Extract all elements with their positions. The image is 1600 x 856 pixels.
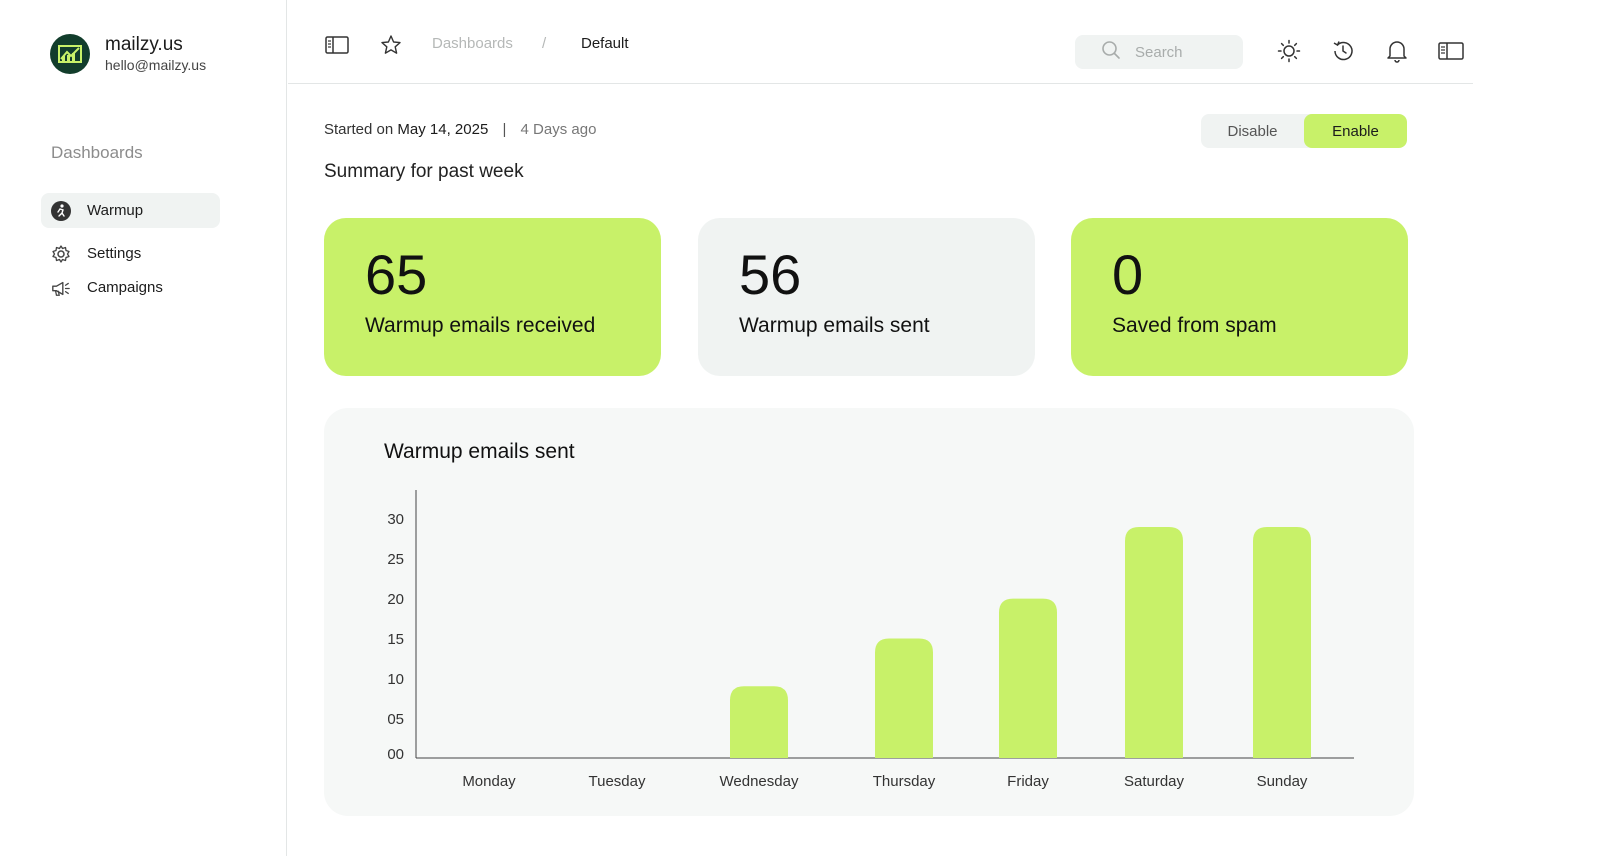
stat-card-sent: 56 Warmup emails sent — [698, 218, 1035, 376]
chart-card: Warmup emails sent 00 05 10 15 20 25 30 Monday T… — [324, 408, 1414, 816]
stat-card-spam: 0 Saved from spam — [1071, 218, 1408, 376]
y-tick-label: 25 — [387, 551, 404, 568]
bar-chart: 00 05 10 15 20 25 30 Monday Tuesday Wednesday Thur… — [387, 490, 1354, 790]
history-icon[interactable] — [1330, 38, 1356, 64]
logo-icon — [50, 34, 90, 74]
chart-title: Warmup emails sent — [384, 440, 575, 463]
search-box[interactable] — [1075, 35, 1243, 69]
search-icon — [1101, 40, 1121, 65]
started-ago: 4 Days ago — [520, 121, 597, 138]
stat-label: Saved from spam — [1112, 314, 1277, 337]
sidebar-item-label: Settings — [87, 245, 142, 262]
y-tick-label: 00 — [387, 746, 404, 763]
run-icon — [51, 200, 71, 221]
stat-card-received: 65 Warmup emails received — [324, 218, 661, 376]
bar-saturday — [1125, 526, 1183, 758]
y-tick-label: 05 — [387, 711, 404, 728]
stat-label: Warmup emails sent — [739, 314, 930, 337]
sidebar-item-label: Warmup — [87, 202, 144, 219]
search-input[interactable] — [1135, 43, 1235, 61]
sidebar-toggle-icon[interactable] — [324, 32, 350, 58]
x-tick-label: Wednesday — [720, 773, 799, 790]
brand: mailzy.us hello@mailzy.us — [50, 34, 206, 74]
started-info: Started on May 14, 2025 | 4 Days ago — [324, 121, 596, 138]
sidebar-section-title: Dashboards — [51, 143, 143, 162]
warmup-toggle: Disable Enable — [1201, 114, 1407, 148]
sidebar-item-label: Campaigns — [87, 279, 163, 296]
breadcrumb-default[interactable]: Default — [581, 35, 629, 52]
stat-value: 65 — [365, 243, 428, 306]
megaphone-icon — [51, 278, 71, 298]
gear-icon — [51, 244, 71, 264]
separator: | — [502, 121, 507, 138]
stat-value: 0 — [1112, 243, 1144, 306]
y-tick-label: 10 — [387, 671, 404, 688]
breadcrumb-dashboards[interactable]: Dashboards — [432, 35, 513, 52]
star-icon[interactable] — [378, 32, 404, 58]
bar-friday — [999, 598, 1057, 758]
sun-icon[interactable] — [1276, 38, 1302, 64]
enable-button[interactable]: Enable — [1304, 114, 1407, 148]
sidebar: mailzy.us hello@mailzy.us Dashboards War… — [0, 0, 287, 856]
bar-wednesday — [730, 686, 788, 758]
bar-sunday — [1253, 526, 1311, 758]
x-tick-label: Friday — [1007, 773, 1049, 790]
sidebar-item-campaigns[interactable]: Campaigns — [41, 270, 220, 305]
y-tick-label: 30 — [387, 511, 404, 528]
x-tick-label: Sunday — [1257, 773, 1308, 790]
started-date: May 14, 2025 — [397, 121, 489, 138]
disable-button[interactable]: Disable — [1227, 122, 1278, 140]
summary-title: Summary for past week — [324, 161, 524, 182]
panel-icon[interactable] — [1438, 38, 1464, 64]
bell-icon[interactable] — [1384, 38, 1410, 64]
y-tick-label: 15 — [387, 631, 404, 648]
brand-email: hello@mailzy.us — [105, 57, 207, 73]
sidebar-item-warmup[interactable]: Warmup — [41, 193, 220, 228]
brand-name: mailzy.us — [105, 34, 183, 55]
top-bar: Dashboards / Default — [288, 0, 1473, 84]
x-tick-label: Saturday — [1124, 773, 1185, 790]
x-tick-label: Monday — [462, 773, 516, 790]
breadcrumb-separator: / — [542, 35, 547, 52]
sidebar-item-settings[interactable]: Settings — [41, 236, 220, 271]
stat-value: 56 — [739, 243, 802, 306]
started-prefix: Started on — [324, 121, 394, 138]
x-tick-label: Tuesday — [589, 773, 646, 790]
y-tick-label: 20 — [387, 591, 404, 608]
bar-thursday — [875, 638, 933, 758]
stat-label: Warmup emails received — [365, 314, 596, 337]
x-tick-label: Thursday — [873, 773, 936, 790]
